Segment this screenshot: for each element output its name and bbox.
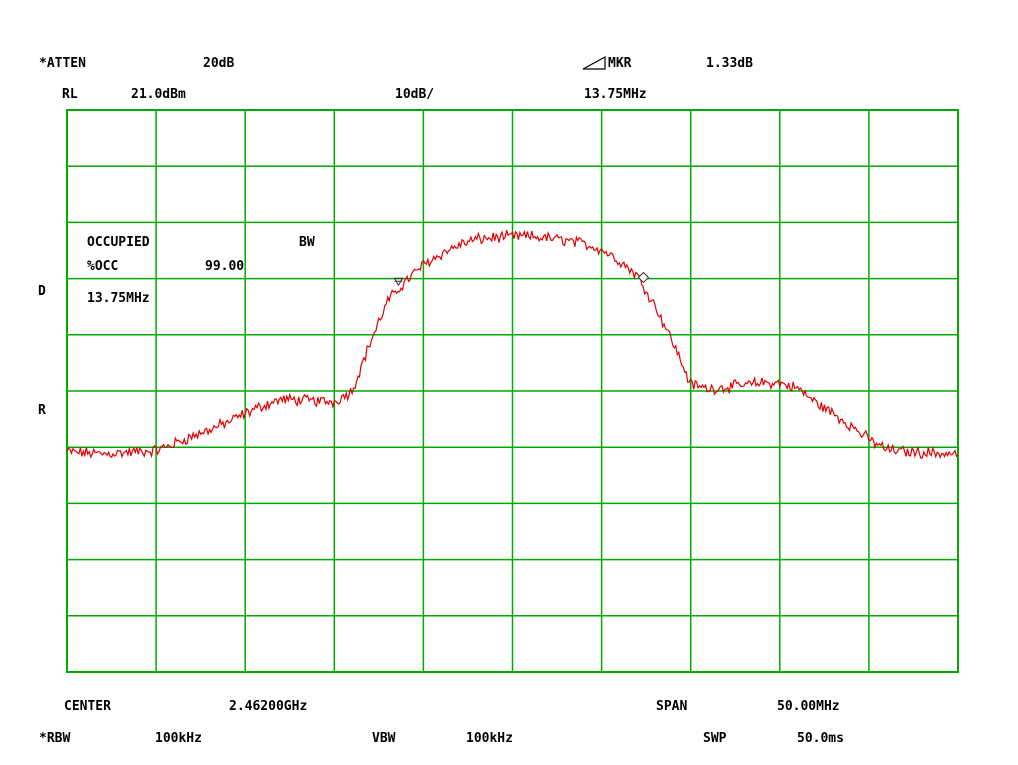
delta-marker-icon [583, 57, 605, 69]
atten-value: 20dB [203, 57, 234, 71]
vbw-value: 100kHz [466, 732, 513, 746]
sweep-label: SWP [703, 732, 726, 746]
delta-marker-frequency: 13.75MHz [584, 88, 647, 102]
occ-percent-label: %OCC [87, 260, 118, 274]
occupied-bandwidth-value: 13.75MHz [87, 292, 150, 306]
center-label: CENTER [64, 700, 111, 714]
span-label: SPAN [656, 700, 687, 714]
delta-marker-label: MKR [608, 57, 631, 71]
span-value: 50.00MHz [777, 700, 840, 714]
delta-marker-diamond-icon [638, 272, 648, 282]
center-frequency: 2.46200GHz [229, 700, 307, 714]
occ-percent-value: 99.00 [205, 260, 244, 274]
scale-per-division: 10dB/ [395, 88, 434, 102]
ref-level-value: 21.0dBm [131, 88, 186, 102]
occupied-label: OCCUPIED [87, 236, 150, 250]
sweep-value: 50.0ms [797, 732, 844, 746]
vbw-label: VBW [372, 732, 395, 746]
ref-level-label: RL [62, 88, 78, 102]
graticule-grid [67, 110, 958, 672]
delta-marker-value: 1.33dB [706, 57, 753, 71]
side-label-d: D [38, 285, 46, 299]
bw-label: BW [299, 236, 315, 250]
rbw-value: 100kHz [155, 732, 202, 746]
rbw-label: *RBW [39, 732, 70, 746]
atten-label: *ATTEN [39, 57, 86, 71]
side-label-r: R [38, 404, 46, 418]
